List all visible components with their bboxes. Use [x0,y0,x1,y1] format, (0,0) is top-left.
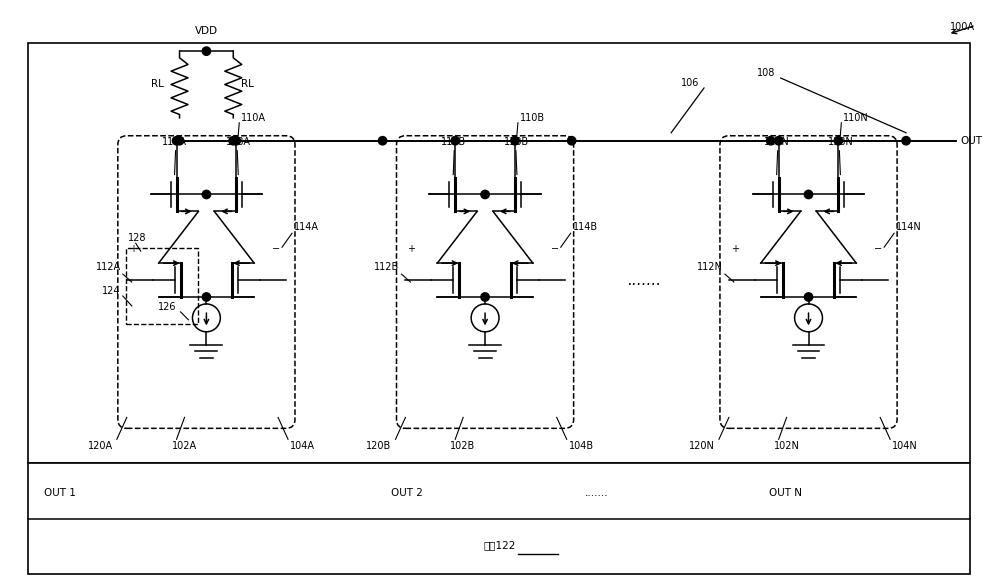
Text: 126: 126 [158,302,177,312]
Circle shape [172,137,181,145]
Circle shape [902,137,910,145]
Text: 114N: 114N [896,222,922,232]
Text: 104A: 104A [290,441,315,451]
Text: 118B: 118B [504,137,529,147]
Text: 108: 108 [757,68,775,78]
Text: 116B: 116B [441,137,466,147]
Text: RL: RL [151,80,164,90]
Text: VDD: VDD [195,26,218,36]
FancyBboxPatch shape [28,463,970,574]
Circle shape [774,137,783,145]
Circle shape [511,137,519,145]
Text: 110A: 110A [241,113,266,123]
Text: 128: 128 [128,233,146,243]
Circle shape [481,190,489,198]
Text: 118A: 118A [226,137,251,147]
Circle shape [378,137,387,145]
Circle shape [451,137,459,145]
Text: 102B: 102B [450,441,475,451]
Text: −: − [272,244,280,254]
Text: OUT: OUT [961,136,983,146]
Text: 120B: 120B [366,441,392,451]
Text: −: − [551,244,559,254]
Text: RL: RL [241,80,254,90]
Text: .......: ....... [627,272,661,288]
Text: 118N: 118N [827,137,853,147]
Text: 116N: 116N [764,137,790,147]
Text: OUT 2: OUT 2 [391,488,422,498]
Text: 112B: 112B [374,262,399,272]
Text: 102N: 102N [774,441,800,451]
Circle shape [202,293,211,301]
Text: +: + [407,244,415,254]
Circle shape [767,137,775,145]
Text: 112A: 112A [96,262,121,272]
Text: 114A: 114A [294,222,319,232]
Text: 120N: 120N [689,441,715,451]
Circle shape [804,293,813,301]
Text: 106: 106 [681,78,700,88]
Text: .......: ....... [585,488,608,498]
Text: 124: 124 [102,286,121,296]
Text: −: − [874,244,882,254]
Text: 时钟122: 时钟122 [484,540,516,550]
Circle shape [834,137,843,145]
Text: 110B: 110B [520,113,545,123]
Text: 102A: 102A [172,441,197,451]
Text: OUT 1: OUT 1 [44,488,76,498]
Text: 120A: 120A [88,441,113,451]
Text: 100A: 100A [950,22,975,32]
Text: 116A: 116A [162,137,187,147]
Circle shape [804,190,813,198]
Circle shape [175,137,184,145]
Circle shape [229,137,237,145]
Circle shape [232,137,240,145]
Text: 112N: 112N [697,262,723,272]
Circle shape [202,47,211,55]
Circle shape [202,190,211,198]
Text: 104B: 104B [569,441,594,451]
Circle shape [567,137,576,145]
Text: +: + [731,244,739,254]
Circle shape [481,293,489,301]
Text: 114B: 114B [573,222,598,232]
Text: +: + [129,244,137,254]
Text: OUT N: OUT N [769,488,802,498]
Text: 110N: 110N [843,113,869,123]
Text: 104N: 104N [892,441,918,451]
